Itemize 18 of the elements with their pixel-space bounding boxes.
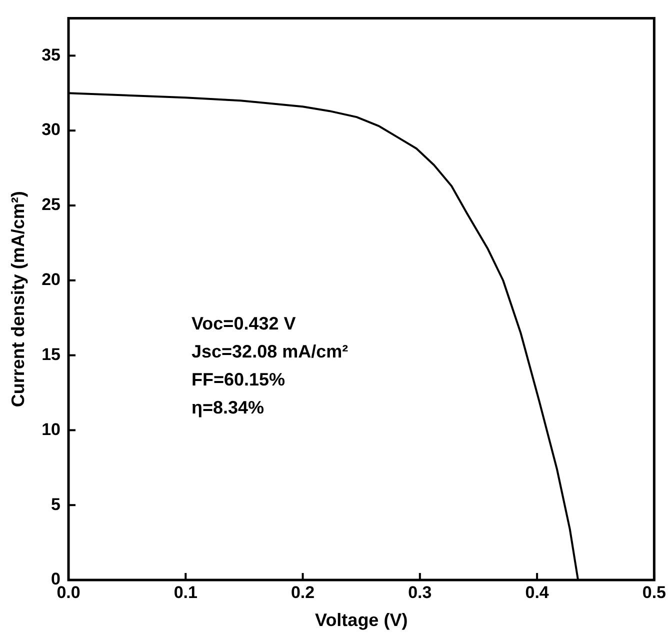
x-tick-label: 0.4 [525,582,550,602]
y-axis-title: Current density (mA/cm²) [8,191,28,408]
y-tick-label: 20 [42,270,61,290]
y-tick-label: 25 [42,195,61,214]
annotation: Voc=0.432 V [192,313,296,334]
annotation: Jsc=32.08 mA/cm² [192,341,348,362]
y-tick-label: 10 [42,420,61,439]
y-tick-label: 15 [42,344,61,364]
y-tick-label: 5 [51,494,61,514]
annotation: FF=60.15% [192,369,286,390]
annotation: η=8.34% [192,397,264,418]
x-tick-label: 0.3 [408,582,432,602]
y-tick-label: 35 [42,45,61,64]
x-tick-label: 0.2 [290,582,315,602]
x-tick-label: 0.1 [174,582,198,602]
x-tick-label: 0.5 [642,582,666,602]
x-axis-title: Voltage (V) [315,610,408,630]
y-tick-label: 30 [42,120,61,140]
